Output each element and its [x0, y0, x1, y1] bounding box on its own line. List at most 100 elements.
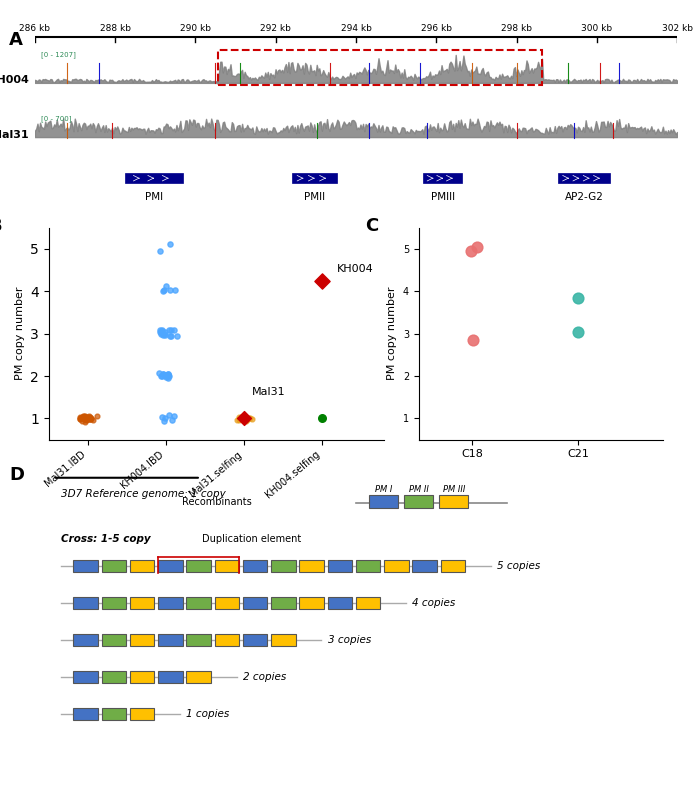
Point [163, 371, 174, 384]
FancyBboxPatch shape [424, 173, 462, 184]
Bar [102, 634, 126, 646]
Bar [130, 708, 154, 721]
Point [80, 414, 91, 426]
Point [156, 324, 168, 337]
Point [159, 369, 170, 382]
Point [161, 371, 172, 383]
Point [78, 412, 89, 425]
Text: 3D7 Reference genome: 1 copy: 3D7 Reference genome: 1 copy [61, 489, 225, 498]
Text: 302 kb: 302 kb [662, 24, 692, 33]
Bar [272, 560, 296, 572]
Text: KH004: KH004 [337, 265, 374, 274]
Point [241, 415, 252, 428]
Point [79, 415, 90, 428]
Point [157, 411, 168, 423]
Bar [186, 671, 211, 683]
Text: 300 kb: 300 kb [581, 24, 612, 33]
Point [235, 411, 246, 423]
Point [162, 368, 173, 381]
Point [241, 413, 252, 425]
Text: PMIII: PMIII [431, 192, 454, 202]
Point [158, 285, 169, 298]
Point [572, 325, 583, 338]
Point [162, 370, 173, 382]
Point [241, 411, 252, 424]
Text: 298 kb: 298 kb [501, 24, 532, 33]
Point [87, 413, 98, 425]
Point [80, 411, 91, 424]
Bar [73, 671, 98, 683]
Point [244, 411, 255, 424]
Bar [328, 597, 352, 609]
Text: A: A [9, 31, 23, 49]
Point [156, 325, 168, 338]
Point [78, 411, 89, 423]
Point [239, 411, 251, 424]
Text: Cross: 1-5 copy: Cross: 1-5 copy [61, 534, 150, 544]
Point [168, 324, 179, 337]
Point [74, 413, 85, 425]
Point [91, 409, 103, 422]
Point [316, 274, 327, 287]
Point [80, 414, 91, 426]
Point [84, 413, 96, 425]
Bar [186, 560, 211, 572]
Point [234, 414, 245, 426]
Text: 1 copies: 1 copies [186, 709, 230, 719]
Text: AP2-G2: AP2-G2 [565, 192, 603, 202]
Text: Mal31: Mal31 [251, 387, 285, 397]
Point [82, 412, 94, 425]
Text: 294 kb: 294 kb [341, 24, 371, 33]
Point [84, 412, 95, 425]
Point [75, 412, 86, 425]
Text: Duplication element: Duplication element [202, 534, 301, 544]
Point [84, 412, 96, 425]
Point [154, 244, 165, 257]
Point [158, 328, 169, 341]
Bar [73, 708, 98, 721]
Point [155, 326, 166, 338]
Text: B: B [0, 217, 2, 235]
Point [160, 329, 171, 341]
Bar [440, 495, 468, 508]
Point [156, 326, 167, 338]
Point [238, 414, 249, 427]
Point [154, 324, 165, 337]
Point [81, 413, 92, 425]
Point [77, 410, 89, 422]
Text: 290 kb: 290 kb [180, 24, 211, 33]
Point [246, 413, 258, 425]
Point [169, 284, 180, 297]
Text: PM III: PM III [443, 485, 465, 494]
Point [78, 411, 89, 424]
Point [80, 413, 91, 425]
Point [242, 413, 253, 425]
Bar [243, 560, 267, 572]
Point [237, 414, 248, 426]
Point [81, 411, 92, 424]
Point [316, 412, 327, 425]
FancyBboxPatch shape [558, 173, 609, 184]
Point [77, 412, 88, 425]
Text: D: D [9, 466, 24, 484]
Bar [215, 597, 239, 609]
Bar [369, 495, 398, 508]
Point [233, 411, 244, 424]
Bar [384, 560, 408, 572]
Point [237, 411, 248, 424]
Point [161, 369, 172, 382]
Text: [0 - 700]: [0 - 700] [41, 115, 72, 122]
Point [165, 283, 176, 296]
Point [244, 412, 255, 425]
Point [159, 411, 170, 424]
Text: Recombinants: Recombinants [181, 497, 251, 507]
Point [75, 412, 86, 425]
Bar [328, 560, 352, 572]
Point [77, 414, 88, 427]
Text: Mal31: Mal31 [0, 130, 29, 140]
FancyBboxPatch shape [125, 173, 183, 184]
Bar [158, 671, 183, 683]
Point [78, 411, 89, 423]
Point [240, 414, 251, 426]
Bar [73, 634, 98, 646]
